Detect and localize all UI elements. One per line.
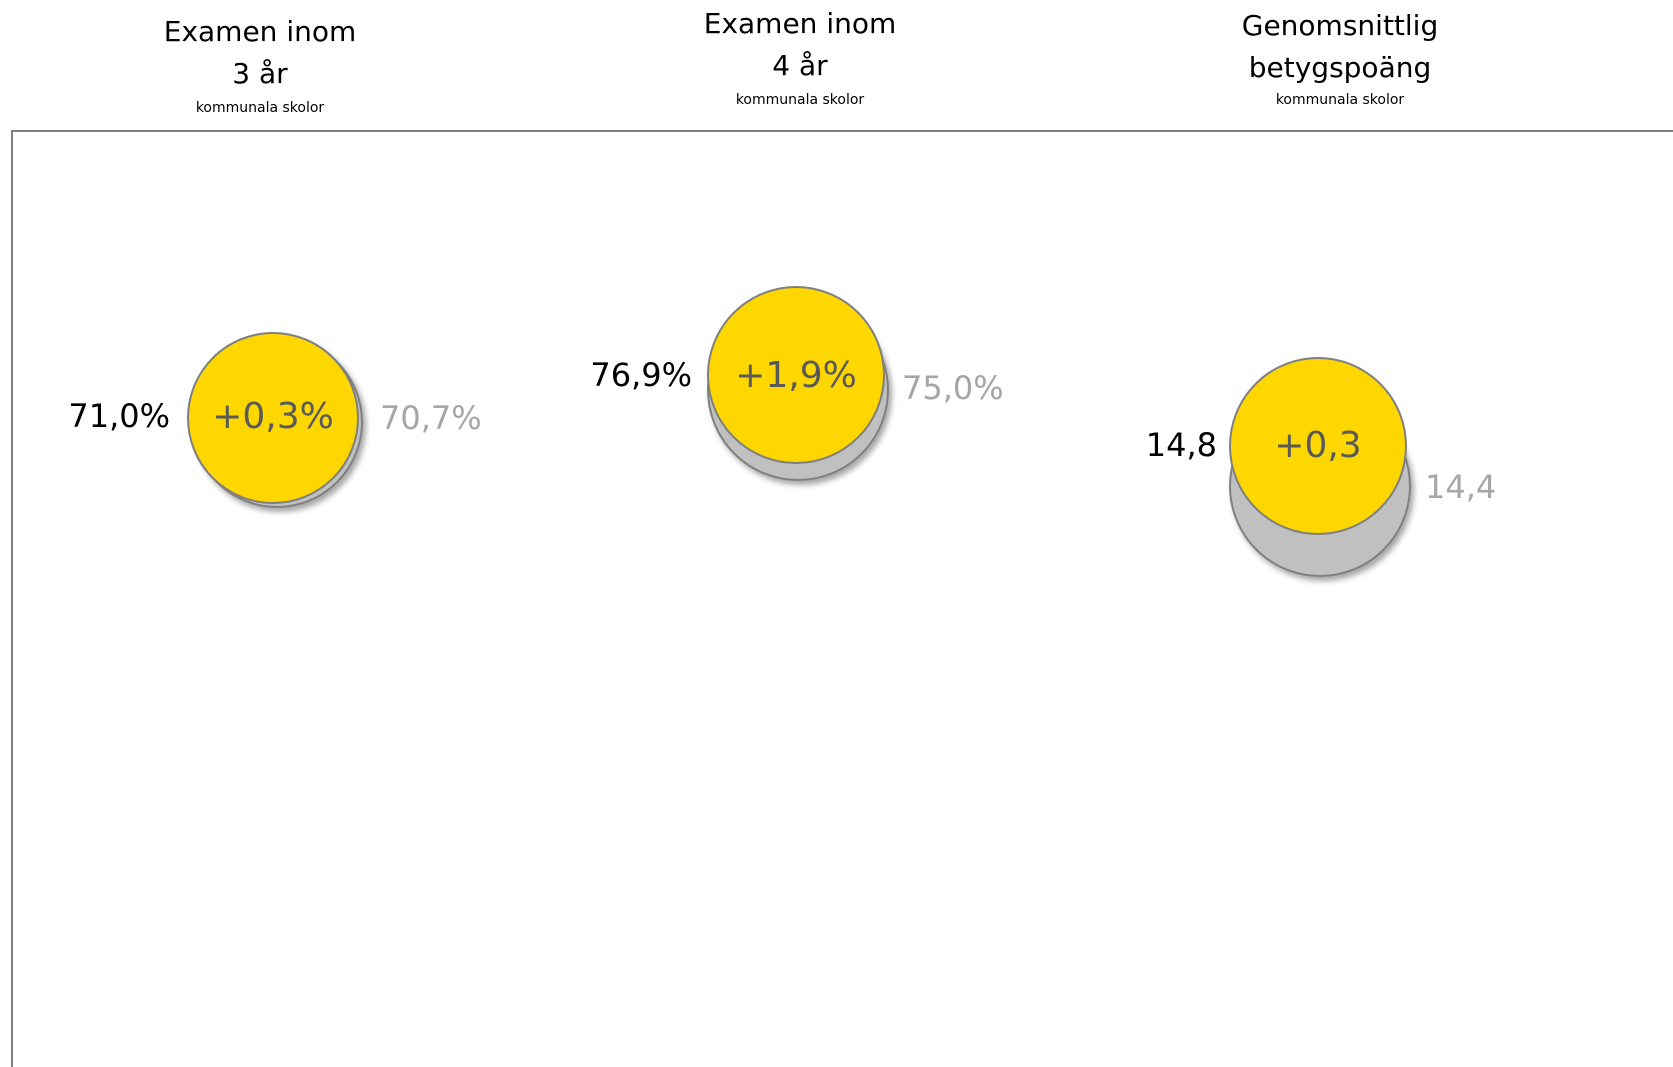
title-line: Examen inom — [164, 15, 357, 48]
panel: Genomsnittlig betygspoäng kommunala skol… — [1146, 9, 1496, 577]
current-value: 76,9% — [590, 356, 692, 394]
panel: Examen inom 3 år kommunala skolor 71,0% … — [68, 15, 482, 508]
current-value: 71,0% — [68, 397, 170, 435]
change-value: +0,3 — [1274, 425, 1361, 466]
title-line: Examen inom — [704, 7, 897, 40]
previous-value: 75,0% — [902, 369, 1004, 407]
current-circle — [1229, 357, 1407, 535]
subtitle: kommunala skolor — [736, 92, 865, 108]
current-circle — [187, 332, 359, 504]
change-value: +0,3% — [212, 396, 334, 437]
previous-value: 70,7% — [380, 399, 482, 437]
title-line: 3 år — [232, 57, 288, 90]
current-circle — [707, 286, 885, 464]
previous-value: 14,4 — [1425, 468, 1496, 506]
title-line: Genomsnittlig — [1242, 9, 1438, 42]
title-line: betygspoäng — [1249, 51, 1432, 84]
subtitle: kommunala skolor — [1276, 92, 1405, 108]
frame — [11, 130, 1673, 1067]
subtitle: kommunala skolor — [196, 100, 325, 116]
current-value: 14,8 — [1146, 426, 1217, 464]
title-line: 4 år — [772, 49, 828, 82]
change-value: +1,9% — [735, 355, 857, 396]
panel: Examen inom 4 år kommunala skolor 76,9% … — [590, 7, 1004, 481]
